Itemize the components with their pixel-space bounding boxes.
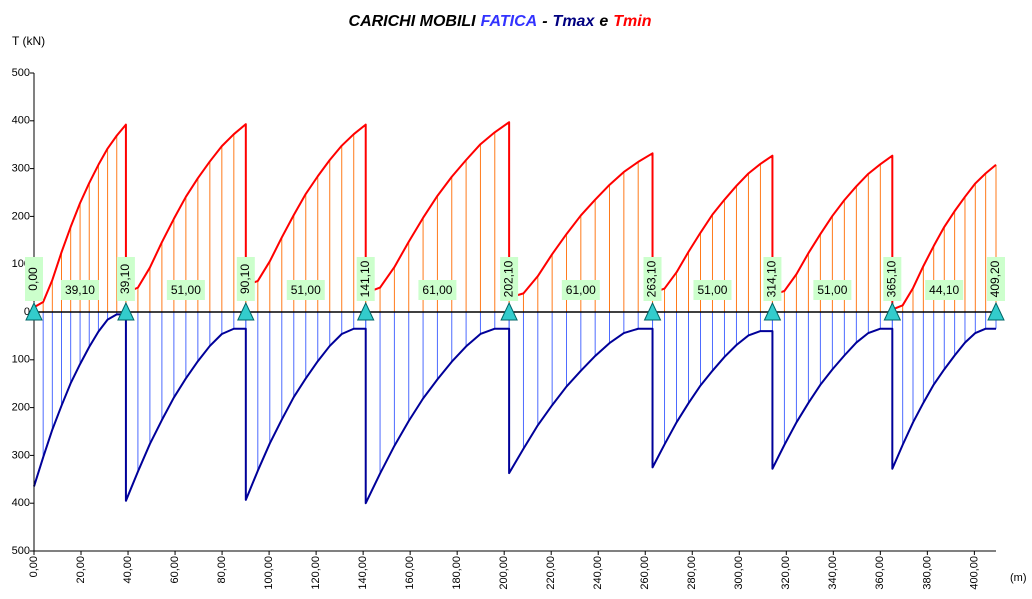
span-label-box xyxy=(60,280,99,300)
x-tick-label: 220,00 xyxy=(545,556,557,590)
support-label: 0,00 xyxy=(26,267,40,291)
x-tick-label: 280,00 xyxy=(686,556,698,590)
x-tick-label: 160,00 xyxy=(404,556,416,590)
title-part: Tmin xyxy=(613,13,651,30)
y-tick-label: 200 xyxy=(12,402,30,414)
title-part: FATICA xyxy=(481,13,538,30)
span-label-box xyxy=(166,280,205,300)
y-tick-label: 400 xyxy=(12,115,30,127)
y-tick-label: 400 xyxy=(12,497,30,509)
span-label: 51,00 xyxy=(291,283,321,297)
x-tick-label: 340,00 xyxy=(827,556,839,590)
x-tick-label: 180,00 xyxy=(451,556,463,590)
x-tick-label: 80,00 xyxy=(216,556,228,584)
x-tick-label: 260,00 xyxy=(639,556,651,590)
series-line xyxy=(33,313,996,505)
support-label-box xyxy=(25,257,43,301)
y-tick-label: 200 xyxy=(12,210,30,222)
span-label-box xyxy=(813,280,852,300)
x-tick-label: 0,00 xyxy=(28,556,40,577)
support-label-box xyxy=(763,257,782,301)
support xyxy=(237,301,255,321)
span-label-box xyxy=(286,280,325,300)
x-tick-label: 100,00 xyxy=(263,556,275,590)
span-label: 39,10 xyxy=(65,283,95,297)
title-part: Tmax xyxy=(553,13,596,30)
x-tick-label: 360,00 xyxy=(874,556,886,590)
support-label: 314,10 xyxy=(765,260,779,297)
y-tick-label: 500 xyxy=(12,67,30,79)
span-label: 44,10 xyxy=(929,283,959,297)
y-tick-label: 500 xyxy=(12,545,30,557)
x-tick-label: 40,00 xyxy=(122,556,134,584)
x-tick-label: 380,00 xyxy=(921,556,933,590)
span-label: 51,00 xyxy=(171,283,201,297)
title-part: e xyxy=(599,13,608,30)
support-label: 202,10 xyxy=(501,260,515,297)
y-tick-label: 100 xyxy=(12,354,30,366)
x-axis-label: (m) xyxy=(1010,572,1027,584)
x-tick-label: 60,00 xyxy=(169,556,181,584)
support-label: 409,20 xyxy=(988,260,1002,297)
support-label: 39,10 xyxy=(118,264,132,294)
support xyxy=(763,301,782,321)
x-tick-label: 120,00 xyxy=(310,556,322,590)
support-label-box xyxy=(236,257,255,301)
span-label: 51,00 xyxy=(697,283,727,297)
support xyxy=(117,301,135,321)
support-label-box xyxy=(116,257,135,301)
support-label: 90,10 xyxy=(238,264,252,294)
x-tick-label: 140,00 xyxy=(357,556,369,590)
support-label: 263,10 xyxy=(645,260,659,297)
y-tick-label: 300 xyxy=(12,449,30,461)
x-tick-label: 320,00 xyxy=(780,556,792,590)
span-label-box xyxy=(925,280,964,300)
title-part: - xyxy=(542,13,547,30)
x-tick-label: 400,00 xyxy=(968,556,980,590)
support xyxy=(883,301,902,321)
span-label: 61,00 xyxy=(422,283,452,297)
span-label-box xyxy=(418,280,457,300)
y-axis-label: T (kN) xyxy=(12,34,45,48)
support-label: 365,10 xyxy=(884,260,898,297)
series-line xyxy=(33,121,997,311)
support-label-box xyxy=(883,257,902,301)
support xyxy=(643,301,662,321)
title-part: CARICHI MOBILI xyxy=(349,13,477,30)
support-label-box xyxy=(987,257,1005,301)
span-label-box xyxy=(561,280,600,300)
support xyxy=(25,301,43,321)
support xyxy=(500,301,518,321)
support xyxy=(356,301,375,321)
support-label-box xyxy=(643,257,662,301)
x-tick-label: 200,00 xyxy=(498,556,510,590)
support-label-box xyxy=(500,257,519,301)
support xyxy=(987,301,1005,321)
y-tick-label: 300 xyxy=(12,163,30,175)
x-tick-label: 300,00 xyxy=(733,556,745,590)
span-label: 51,00 xyxy=(817,283,847,297)
span-label: 61,00 xyxy=(566,283,596,297)
x-tick-label: 240,00 xyxy=(592,556,604,590)
chart-title: CARICHI MOBILI FATICA - Tmax e Tmin xyxy=(349,13,652,30)
x-tick-label: 20,00 xyxy=(75,556,87,584)
span-label-box xyxy=(693,280,732,300)
y-tick-label: 0 xyxy=(24,306,30,318)
support-label-box xyxy=(356,257,375,301)
support-label: 141,10 xyxy=(358,260,372,297)
